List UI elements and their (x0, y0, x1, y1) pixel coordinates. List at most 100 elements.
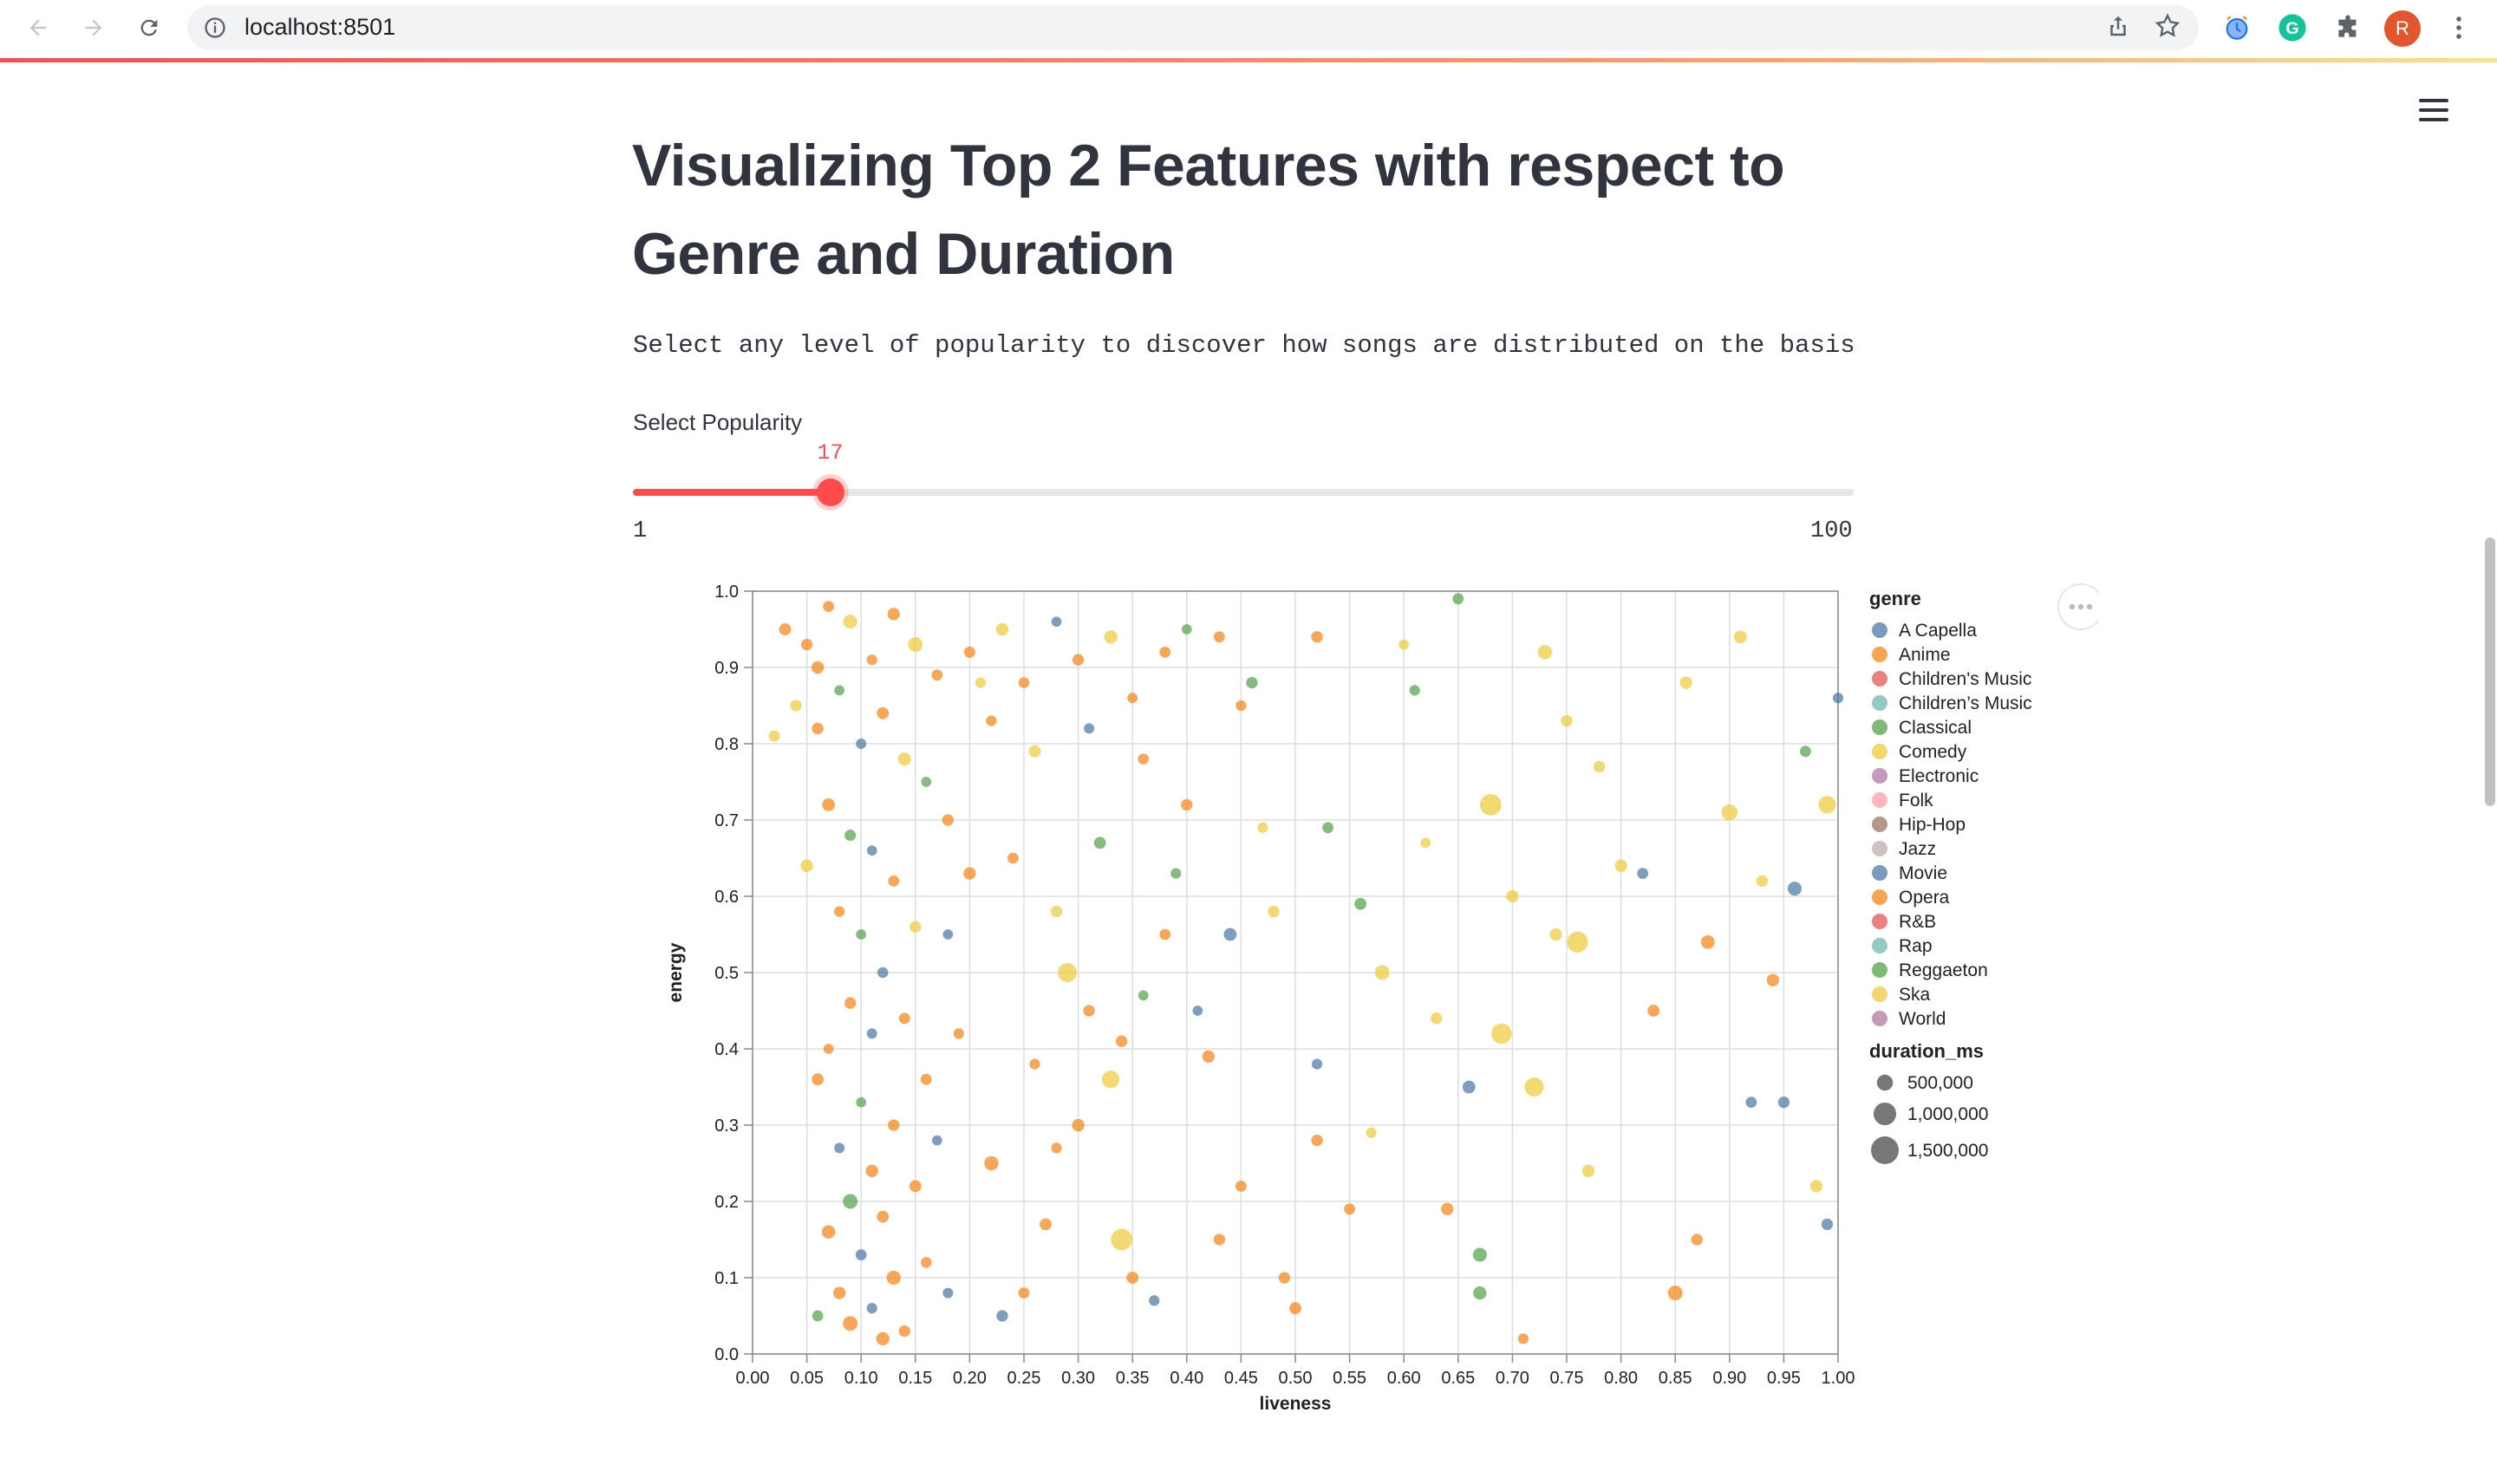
star-icon[interactable] (2154, 12, 2181, 44)
data-point (1058, 963, 1078, 982)
data-point (800, 638, 813, 651)
slider-thumb[interactable] (816, 478, 844, 506)
data-point (833, 1286, 846, 1299)
y-axis-title: energy (666, 942, 686, 1002)
reload-icon[interactable] (132, 10, 166, 45)
info-icon[interactable] (203, 16, 227, 44)
data-point (1257, 822, 1268, 833)
svg-text:G: G (2285, 19, 2298, 38)
data-point (898, 1325, 910, 1338)
url-text[interactable]: localhost:8501 (244, 14, 396, 40)
address-bar[interactable]: localhost:8501 (187, 5, 2199, 50)
forward-icon[interactable] (76, 10, 111, 45)
data-point (1506, 889, 1519, 903)
x-tick-label: 0.70 (1496, 1369, 1529, 1388)
legend-swatch (1872, 841, 1887, 856)
data-point (1721, 804, 1738, 821)
data-point (1127, 693, 1138, 704)
data-point (1593, 760, 1606, 773)
data-point (1104, 630, 1118, 644)
data-point (1235, 700, 1247, 712)
data-point (888, 1119, 900, 1131)
data-point (1192, 1006, 1203, 1016)
data-point (1202, 1050, 1215, 1063)
legend-size-swatch (1873, 1102, 1897, 1126)
data-point (823, 1044, 834, 1054)
x-tick-label: 0.85 (1659, 1369, 1692, 1388)
data-point (856, 1097, 867, 1108)
data-point (768, 730, 780, 742)
data-point (834, 685, 844, 696)
x-tick-label: 0.20 (953, 1369, 987, 1388)
legend-swatch (1872, 671, 1887, 687)
data-point (1111, 1228, 1133, 1251)
data-point (866, 845, 877, 856)
legend-swatch (1872, 962, 1887, 978)
more-dots-icon (2086, 603, 2093, 610)
legend-swatch (1872, 1011, 1887, 1026)
x-tick-label: 0.55 (1333, 1369, 1366, 1388)
data-point (1040, 1218, 1052, 1231)
data-point (1344, 1203, 1355, 1215)
data-point (1311, 631, 1323, 643)
legend-label: R&B (1899, 912, 1936, 932)
data-point (1472, 1247, 1487, 1262)
data-point (1549, 928, 1562, 941)
share-icon[interactable] (2105, 12, 2131, 44)
data-point (1028, 745, 1041, 758)
data-point (1126, 1272, 1139, 1284)
data-point (812, 1073, 825, 1086)
data-point (963, 646, 975, 658)
x-tick-label: 0.50 (1279, 1369, 1313, 1388)
data-point (942, 814, 955, 826)
legend-swatch (1872, 647, 1887, 662)
x-tick-label: 0.40 (1170, 1369, 1203, 1388)
data-point (1473, 1285, 1487, 1300)
hamburger-menu-icon[interactable] (2419, 99, 2448, 123)
data-point (834, 1142, 845, 1154)
page-title: Visualizing Top 2 Features with respect … (632, 133, 1785, 287)
data-point (866, 1028, 877, 1039)
data-point (1268, 905, 1280, 918)
data-point (1050, 905, 1063, 918)
data-point (1072, 1118, 1085, 1132)
legend-label: Rap (1899, 936, 1933, 956)
alarm-extension-icon[interactable] (2220, 10, 2254, 45)
legend-label: Anime (1899, 645, 1951, 665)
grammarly-icon[interactable]: G (2275, 10, 2310, 45)
page-scrollbar[interactable] (2485, 537, 2495, 806)
puzzle-icon[interactable] (2331, 10, 2365, 45)
data-point (1691, 1233, 1703, 1246)
data-point (1159, 928, 1171, 941)
legend-size-label: 1,000,000 (1907, 1104, 1988, 1124)
data-point (812, 722, 824, 735)
data-point (1018, 1287, 1030, 1298)
back-icon[interactable] (21, 10, 55, 45)
browser-toolbar: localhost:8501 G R (0, 0, 2497, 57)
menu-kebab-icon[interactable] (2442, 10, 2476, 45)
x-tick-label: 0.25 (1007, 1369, 1041, 1388)
data-point (1322, 822, 1333, 834)
profile-avatar[interactable]: R (2384, 10, 2421, 47)
data-point (1213, 1233, 1226, 1246)
legend-swatch (1872, 768, 1887, 784)
data-point (920, 1073, 932, 1085)
data-point (1159, 647, 1171, 658)
data-point (909, 1180, 922, 1193)
x-tick-label: 0.10 (844, 1369, 878, 1388)
data-point (1756, 875, 1769, 888)
data-point (866, 654, 877, 666)
slider-label: Select Popularity (633, 409, 803, 435)
data-point (1213, 631, 1225, 643)
y-tick-label: 0.9 (714, 659, 739, 678)
data-point (1018, 677, 1030, 688)
data-point (942, 1287, 954, 1298)
data-point (1409, 685, 1420, 696)
data-point (1818, 796, 1836, 814)
more-dots-icon (2077, 603, 2084, 610)
data-point (1007, 852, 1019, 864)
data-point (1479, 794, 1502, 816)
popularity-slider[interactable]: 17 (633, 440, 1854, 506)
data-point (897, 752, 911, 766)
data-point (1821, 1218, 1834, 1231)
